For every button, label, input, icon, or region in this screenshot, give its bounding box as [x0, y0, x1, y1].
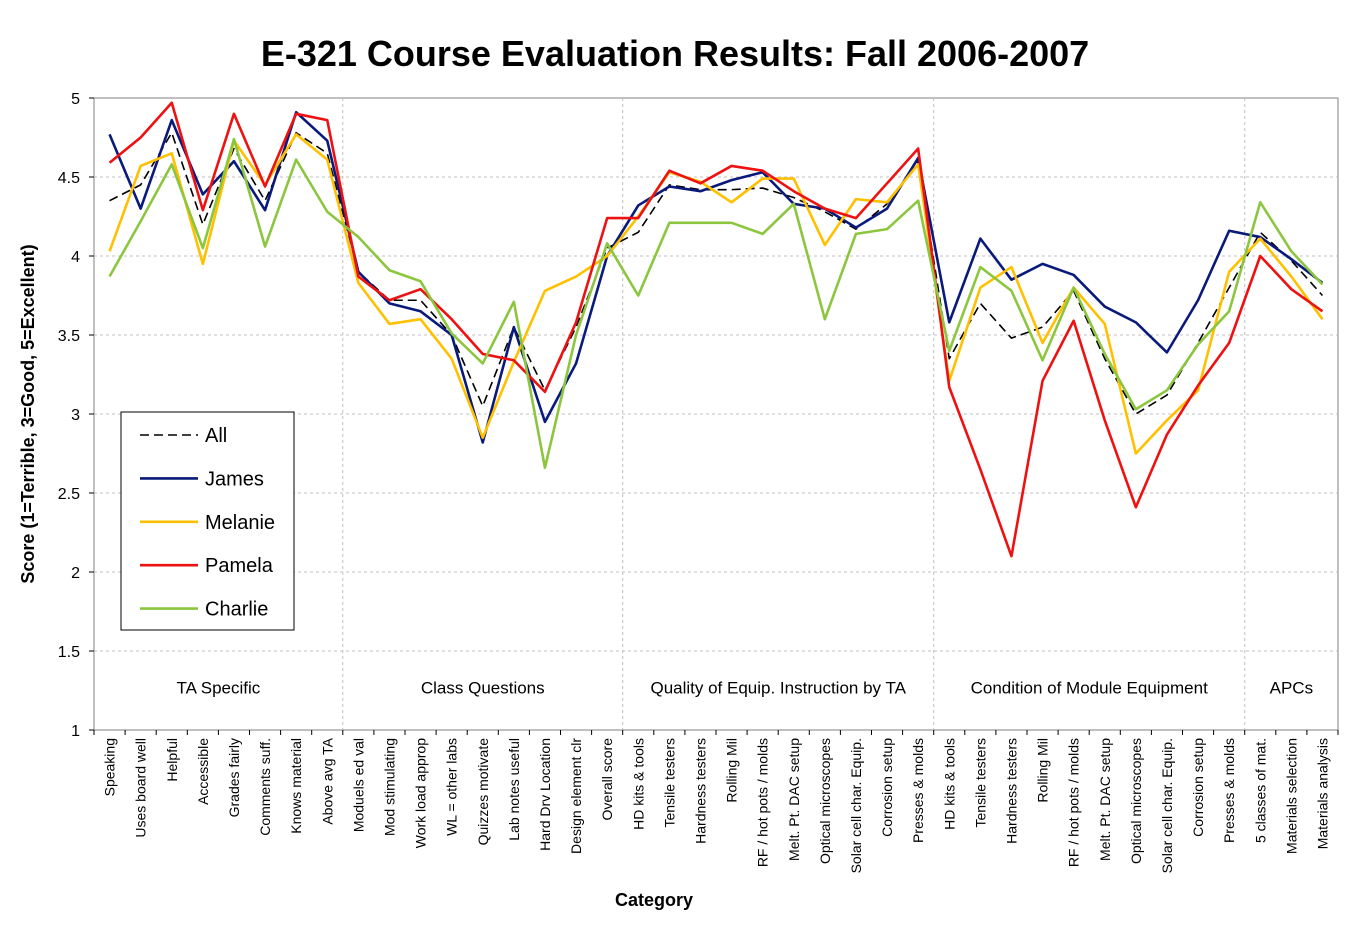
x-tick-label: Rolling Mil — [724, 738, 740, 803]
y-tick-label: 1.5 — [58, 644, 80, 661]
series-line-melanie — [108, 133, 1324, 455]
legend-label-james: James — [205, 468, 264, 490]
legend-box — [120, 411, 295, 631]
x-tick-label: Melt. Pt. DAC setup — [786, 738, 802, 861]
x-tick-label: Uses board well — [133, 738, 149, 838]
legend-label-charlie: Charlie — [205, 599, 268, 621]
x-tick-label: Corrosion setup — [879, 738, 895, 837]
section-label: Class Questions — [421, 679, 545, 698]
y-tick-label: 2 — [71, 565, 80, 582]
x-tick-label: Quizzes motivate — [475, 738, 491, 846]
x-tick-label: Optical microscopes — [1128, 738, 1144, 864]
x-tick-label: Presses & molds — [1221, 738, 1237, 843]
x-tick-label: Mod stimulating — [381, 738, 397, 836]
x-tick-label: Rolling Mil — [1035, 738, 1051, 803]
x-tick-label: Materials analysis — [1314, 738, 1330, 849]
legend-label-pamela: Pamela — [205, 555, 274, 577]
x-tick-label: Knows material — [288, 738, 304, 834]
section-label: APCs — [1270, 679, 1313, 698]
x-tick-label: HD kits & tools — [630, 738, 646, 830]
x-tick-label: Speaking — [102, 738, 118, 796]
y-tick-label: 5 — [71, 91, 80, 108]
legend-label-melanie: Melanie — [205, 512, 275, 534]
series-line-charlie — [108, 137, 1324, 470]
x-tick-label: Accessible — [195, 738, 211, 805]
x-tick-label: Tensile testers — [661, 738, 677, 827]
series-line-all — [109, 131, 1324, 415]
x-tick-label: Grades fairly — [226, 738, 242, 817]
x-tick-label: RF / hot pots / molds — [1066, 738, 1082, 867]
section-labels: TA Specific Class Questions Quality of Equ… — [177, 679, 1314, 698]
x-tick-label: Hardness testers — [1003, 738, 1019, 844]
x-tick-label: Overall score — [599, 738, 615, 821]
x-axis-ticks: Speaking Uses board well Helpful Accessible… — [93, 730, 1339, 873]
y-tick-label: 4.5 — [58, 170, 80, 187]
section-label: Condition of Module Equipment — [971, 679, 1208, 698]
section-label: Quality of Equip. Instruction by TA — [650, 679, 906, 698]
x-tick-label: Optical microscopes — [817, 738, 833, 864]
x-tick-label: WL = other labs — [444, 738, 460, 836]
y-tick-label: 3.5 — [58, 328, 80, 345]
x-tick-label: Tensile testers — [972, 738, 988, 827]
section-label: TA Specific — [177, 679, 261, 698]
legend-label-all: All — [205, 425, 227, 447]
x-tick-label: Solar cell char. Equip. — [848, 738, 864, 873]
y-tick-label: 3 — [71, 407, 80, 424]
x-tick-label: Work load approp — [413, 738, 429, 848]
x-tick-label: Above avg TA — [319, 737, 335, 824]
x-tick-label: Lab notes useful — [506, 738, 522, 841]
x-tick-label: Hard Drv Location — [537, 738, 553, 851]
x-axis-title: Category — [615, 890, 693, 910]
x-tick-label: Helpful — [164, 738, 180, 782]
y-tick-label: 2.5 — [58, 486, 80, 503]
plot-area — [93, 97, 1339, 731]
series-line-james — [108, 110, 1324, 444]
x-tick-label: HD kits & tools — [941, 738, 957, 830]
y-tick-label: 4 — [71, 249, 80, 266]
y-axis-title: Score (1=Terrible, 3=Good, 5=Excellent) — [18, 244, 38, 583]
series-lines — [108, 101, 1324, 558]
x-tick-label: Design element clr — [568, 738, 584, 854]
x-tick-label: Materials selection — [1283, 738, 1299, 854]
series-line-pamela — [108, 101, 1324, 558]
x-tick-label: Presses & molds — [910, 738, 926, 843]
x-tick-label: Hardness testers — [692, 738, 708, 844]
legend: All James Melanie Pamela Charlie — [120, 411, 295, 631]
x-tick-label: Solar cell char. Equip. — [1159, 738, 1175, 873]
y-tick-label: 1 — [71, 723, 80, 740]
y-axis-ticks: 1 1.5 2 2.5 3 3.5 4 4.5 5 — [58, 91, 94, 740]
x-tick-label: RF / hot pots / molds — [755, 738, 771, 867]
x-tick-label: Moduels ed val — [350, 738, 366, 832]
x-tick-label: Comments suff. — [257, 738, 273, 836]
chart-title: E-321 Course Evaluation Results: Fall 20… — [261, 33, 1089, 74]
x-tick-label: 5 classes of mat. — [1252, 738, 1268, 843]
x-tick-label: Melt. Pt. DAC setup — [1097, 738, 1113, 861]
x-tick-label: Corrosion setup — [1190, 738, 1206, 837]
